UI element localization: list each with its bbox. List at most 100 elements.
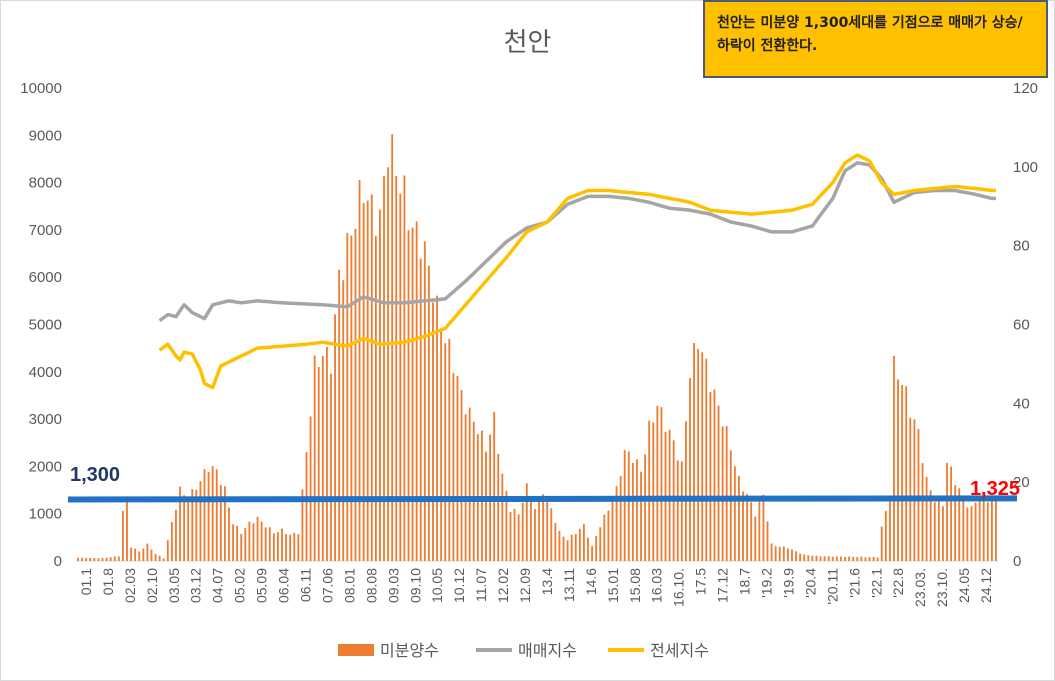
- x-tick-label: 16.10.: [671, 568, 687, 607]
- unsold-bar: [195, 489, 198, 561]
- unsold-bar: [803, 554, 806, 561]
- unsold-bar: [880, 526, 883, 561]
- unsold-bar: [121, 510, 124, 561]
- unsold-bar: [505, 490, 508, 561]
- series-line-jeonse-index: [158, 153, 996, 390]
- unsold-bar: [101, 558, 104, 561]
- x-tick-label: 06.11: [298, 568, 314, 602]
- unsold-bar: [501, 473, 504, 561]
- x-tick-label: 10.05: [429, 568, 445, 603]
- unsold-bar: [660, 407, 663, 561]
- unsold-bar: [142, 548, 145, 561]
- x-tick-label: '21.6: [846, 568, 862, 598]
- unsold-bar: [509, 511, 512, 561]
- unsold-bar: [521, 502, 524, 561]
- y-left-tick-label: 10000: [20, 80, 62, 97]
- unsold-bar: [448, 338, 451, 561]
- unsold-bar: [725, 425, 728, 561]
- unsold-bar: [717, 405, 720, 561]
- unsold-bar: [872, 556, 875, 561]
- unsold-bar: [966, 507, 969, 561]
- unsold-bar: [154, 554, 157, 561]
- y-right-tick-label: 20: [1013, 474, 1030, 491]
- unsold-bar: [423, 241, 426, 561]
- y-right-tick-label: 100: [1013, 159, 1038, 176]
- unsold-bar: [277, 532, 279, 561]
- unsold-bar: [929, 490, 932, 561]
- unsold-bar: [713, 389, 716, 561]
- unsold-bar: [281, 528, 283, 561]
- unsold-bar: [909, 417, 912, 561]
- unsold-bar: [640, 471, 642, 561]
- unsold-bar: [652, 422, 655, 561]
- x-tick-label: 06.04: [276, 568, 292, 603]
- unsold-bar: [766, 521, 769, 561]
- unsold-bar: [689, 377, 691, 561]
- unsold-bar: [921, 463, 924, 561]
- y-left-tick-label: 9000: [29, 127, 62, 144]
- unsold-bar: [893, 355, 895, 561]
- unsold-bar: [525, 483, 528, 561]
- threshold-line: [67, 495, 1018, 503]
- unsold-bar: [236, 525, 239, 561]
- unsold-bar: [330, 373, 332, 561]
- unsold-bar: [844, 556, 846, 561]
- unsold-bar: [619, 476, 622, 561]
- unsold-bar: [407, 230, 410, 561]
- unsold-bar: [750, 502, 753, 561]
- unsold-bar: [117, 556, 120, 561]
- unsold-bar: [888, 498, 891, 561]
- x-tick-label: '19.2: [759, 568, 775, 598]
- unsold-bar: [860, 556, 863, 561]
- unsold-bar: [595, 536, 598, 561]
- unsold-bar: [460, 390, 463, 561]
- threshold-label-right: 1,325: [970, 478, 1020, 500]
- x-tick-label: 16.03: [649, 568, 665, 603]
- unsold-bar: [97, 558, 100, 561]
- x-tick-label: 15.08: [627, 568, 643, 603]
- y-right-tick-label: 40: [1013, 395, 1030, 412]
- unsold-bar: [313, 355, 316, 561]
- unsold-bar: [668, 429, 671, 561]
- unsold-bar: [550, 508, 553, 561]
- x-tick-label: 02.03: [122, 568, 138, 603]
- x-tick-label: 23.03.: [912, 568, 928, 607]
- legend-label: 매매지수: [518, 641, 577, 660]
- unsold-bar: [811, 555, 814, 561]
- y-left-tick-label: 8000: [29, 175, 62, 192]
- unsold-bar: [146, 543, 149, 561]
- unsold-bar: [138, 551, 141, 561]
- unsold-bar: [464, 414, 467, 561]
- unsold-bar: [587, 537, 589, 561]
- unsold-bar: [611, 500, 614, 561]
- annotation-box: 천안는 미분양 1,300세대를 기점으로 매매가 상승/하락이 전환한다.: [703, 0, 1048, 78]
- unsold-bar: [77, 557, 79, 561]
- unsold-bar: [240, 533, 243, 561]
- legend-label: 전세지수: [650, 641, 709, 660]
- x-tick-label: 12.09: [517, 568, 533, 603]
- unsold-bar: [778, 547, 781, 561]
- unsold-bar: [293, 532, 296, 561]
- unsold-bar: [513, 508, 516, 561]
- x-tick-label: 01.8: [100, 568, 116, 595]
- unsold-bar: [917, 429, 920, 561]
- y-left-tick-label: 7000: [29, 222, 62, 239]
- unsold-bar: [175, 509, 177, 561]
- unsold-bar: [456, 375, 459, 561]
- unsold-bar: [89, 557, 92, 561]
- unsold-bar: [411, 227, 414, 561]
- unsold-bar: [562, 536, 565, 561]
- unsold-bar: [729, 450, 732, 561]
- unsold-bar: [603, 514, 606, 561]
- y-left-tick-label: 3000: [29, 411, 62, 428]
- unsold-bar: [684, 421, 687, 561]
- unsold-bar: [591, 546, 593, 561]
- y-left-tick-label: 2000: [29, 458, 62, 475]
- x-tick-label: 08.01: [341, 568, 357, 603]
- unsold-bar: [913, 419, 916, 561]
- x-tick-label: 13.11: [561, 568, 577, 602]
- series-line-sale-index: [158, 161, 996, 323]
- x-tick-label: '19.9: [780, 568, 796, 598]
- unsold-bar: [631, 463, 634, 561]
- x-tick-label: 02.10: [144, 568, 160, 603]
